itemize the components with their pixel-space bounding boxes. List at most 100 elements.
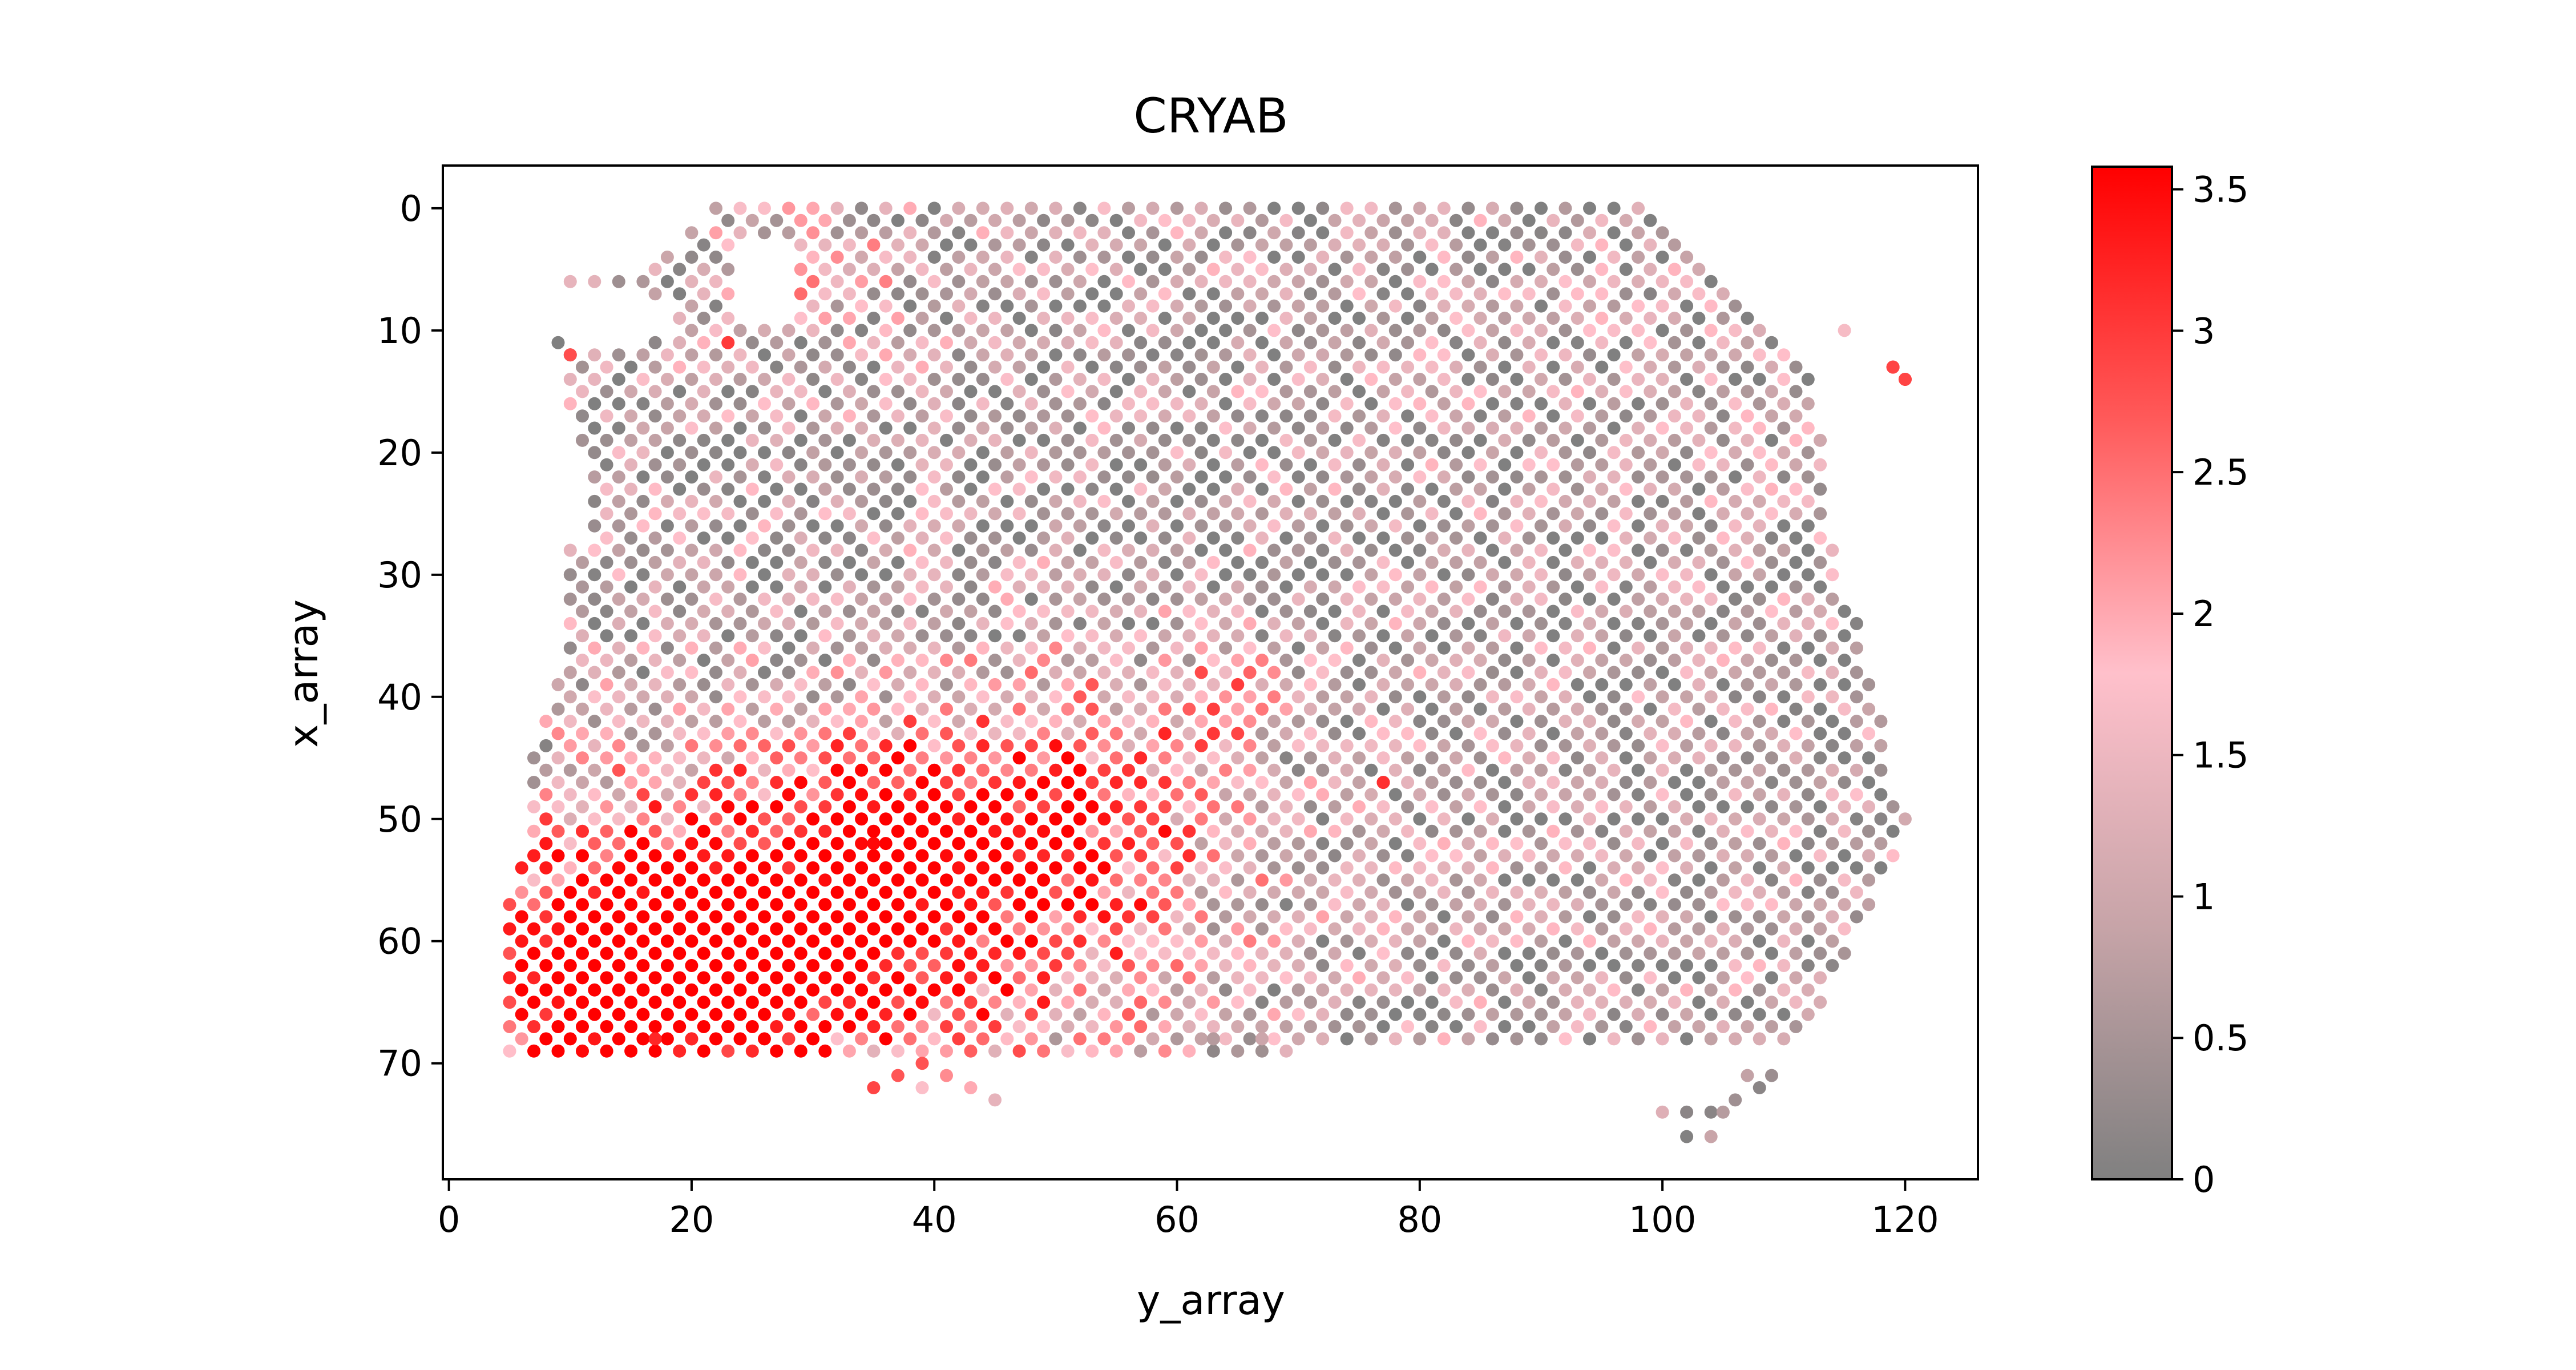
spot	[758, 959, 771, 972]
spot	[879, 641, 893, 655]
spot	[539, 739, 553, 752]
spot	[891, 213, 905, 227]
spot	[1583, 763, 1596, 777]
spot	[964, 629, 978, 643]
spot	[1473, 824, 1487, 838]
spot	[1122, 593, 1135, 606]
spot	[758, 1008, 771, 1021]
spot	[1328, 678, 1342, 691]
spot	[1316, 837, 1330, 851]
spot	[1826, 861, 1839, 875]
spot	[1267, 470, 1281, 484]
spot	[1547, 654, 1560, 667]
spot	[940, 946, 953, 960]
spot	[867, 605, 881, 618]
spot	[673, 482, 687, 496]
spot	[1522, 507, 1536, 521]
spot	[830, 226, 844, 240]
spot	[1061, 654, 1075, 667]
spot	[1388, 885, 1402, 899]
spot	[927, 324, 941, 337]
spot	[1522, 238, 1536, 252]
spot	[1607, 373, 1621, 386]
spot	[964, 824, 978, 838]
spot	[842, 433, 856, 447]
spot	[1632, 812, 1645, 826]
spot	[1632, 885, 1645, 899]
spot	[1037, 263, 1051, 276]
spot	[1340, 837, 1354, 851]
spot	[685, 690, 698, 704]
spot	[891, 678, 905, 691]
spot	[964, 458, 978, 472]
spot	[855, 593, 869, 606]
spot	[721, 971, 735, 985]
spot	[1194, 739, 1208, 752]
spot	[1073, 593, 1087, 606]
spot	[1037, 312, 1051, 325]
spot	[624, 971, 638, 985]
spot	[721, 702, 735, 716]
spot	[1158, 238, 1172, 252]
spot	[1364, 397, 1378, 410]
spot	[1231, 433, 1245, 447]
spot	[1753, 690, 1766, 704]
spot	[1243, 715, 1257, 728]
spot	[697, 727, 710, 740]
spot	[685, 861, 698, 875]
spot	[1547, 287, 1560, 301]
spot	[1243, 519, 1257, 533]
spot	[818, 385, 832, 398]
spot	[1619, 433, 1633, 447]
spot	[1364, 959, 1378, 972]
y-tick-label: 40	[377, 676, 422, 718]
spot	[721, 458, 735, 472]
spot	[515, 1008, 528, 1021]
spot	[927, 959, 941, 972]
spot	[782, 568, 796, 582]
spot	[1267, 226, 1281, 240]
spot	[1085, 312, 1099, 325]
spot	[782, 959, 796, 972]
spot	[1862, 678, 1876, 691]
spot	[600, 385, 613, 398]
spot	[806, 494, 820, 508]
spot	[1595, 605, 1609, 618]
spot	[1376, 727, 1390, 740]
spot	[964, 1081, 978, 1094]
spot	[1097, 739, 1111, 752]
spot	[1570, 751, 1584, 765]
spot	[1146, 519, 1160, 533]
spot	[1461, 666, 1475, 679]
spot	[1485, 739, 1499, 752]
spot	[1109, 213, 1123, 227]
spot	[1364, 275, 1378, 288]
spot	[1401, 1020, 1415, 1033]
spot	[1340, 788, 1354, 801]
spot	[903, 324, 917, 337]
spot	[976, 519, 990, 533]
spot	[1473, 507, 1487, 521]
spot	[1243, 934, 1257, 948]
spot	[952, 715, 966, 728]
spot	[1485, 397, 1499, 410]
spot	[697, 605, 710, 618]
spot	[1085, 531, 1099, 545]
spot	[976, 593, 990, 606]
spot	[915, 629, 929, 643]
spot	[830, 519, 844, 533]
spot	[1061, 531, 1075, 545]
spot	[1607, 543, 1621, 557]
spot	[1644, 580, 1657, 594]
spot	[1206, 482, 1220, 496]
spot	[1073, 861, 1087, 875]
spot	[988, 824, 1002, 838]
spot	[1219, 299, 1233, 313]
spot	[1704, 1105, 1718, 1119]
spot	[818, 751, 832, 765]
spot	[588, 837, 601, 851]
spot	[867, 1081, 881, 1094]
spot	[1206, 629, 1220, 643]
spot	[1364, 324, 1378, 337]
spot	[588, 1032, 601, 1046]
